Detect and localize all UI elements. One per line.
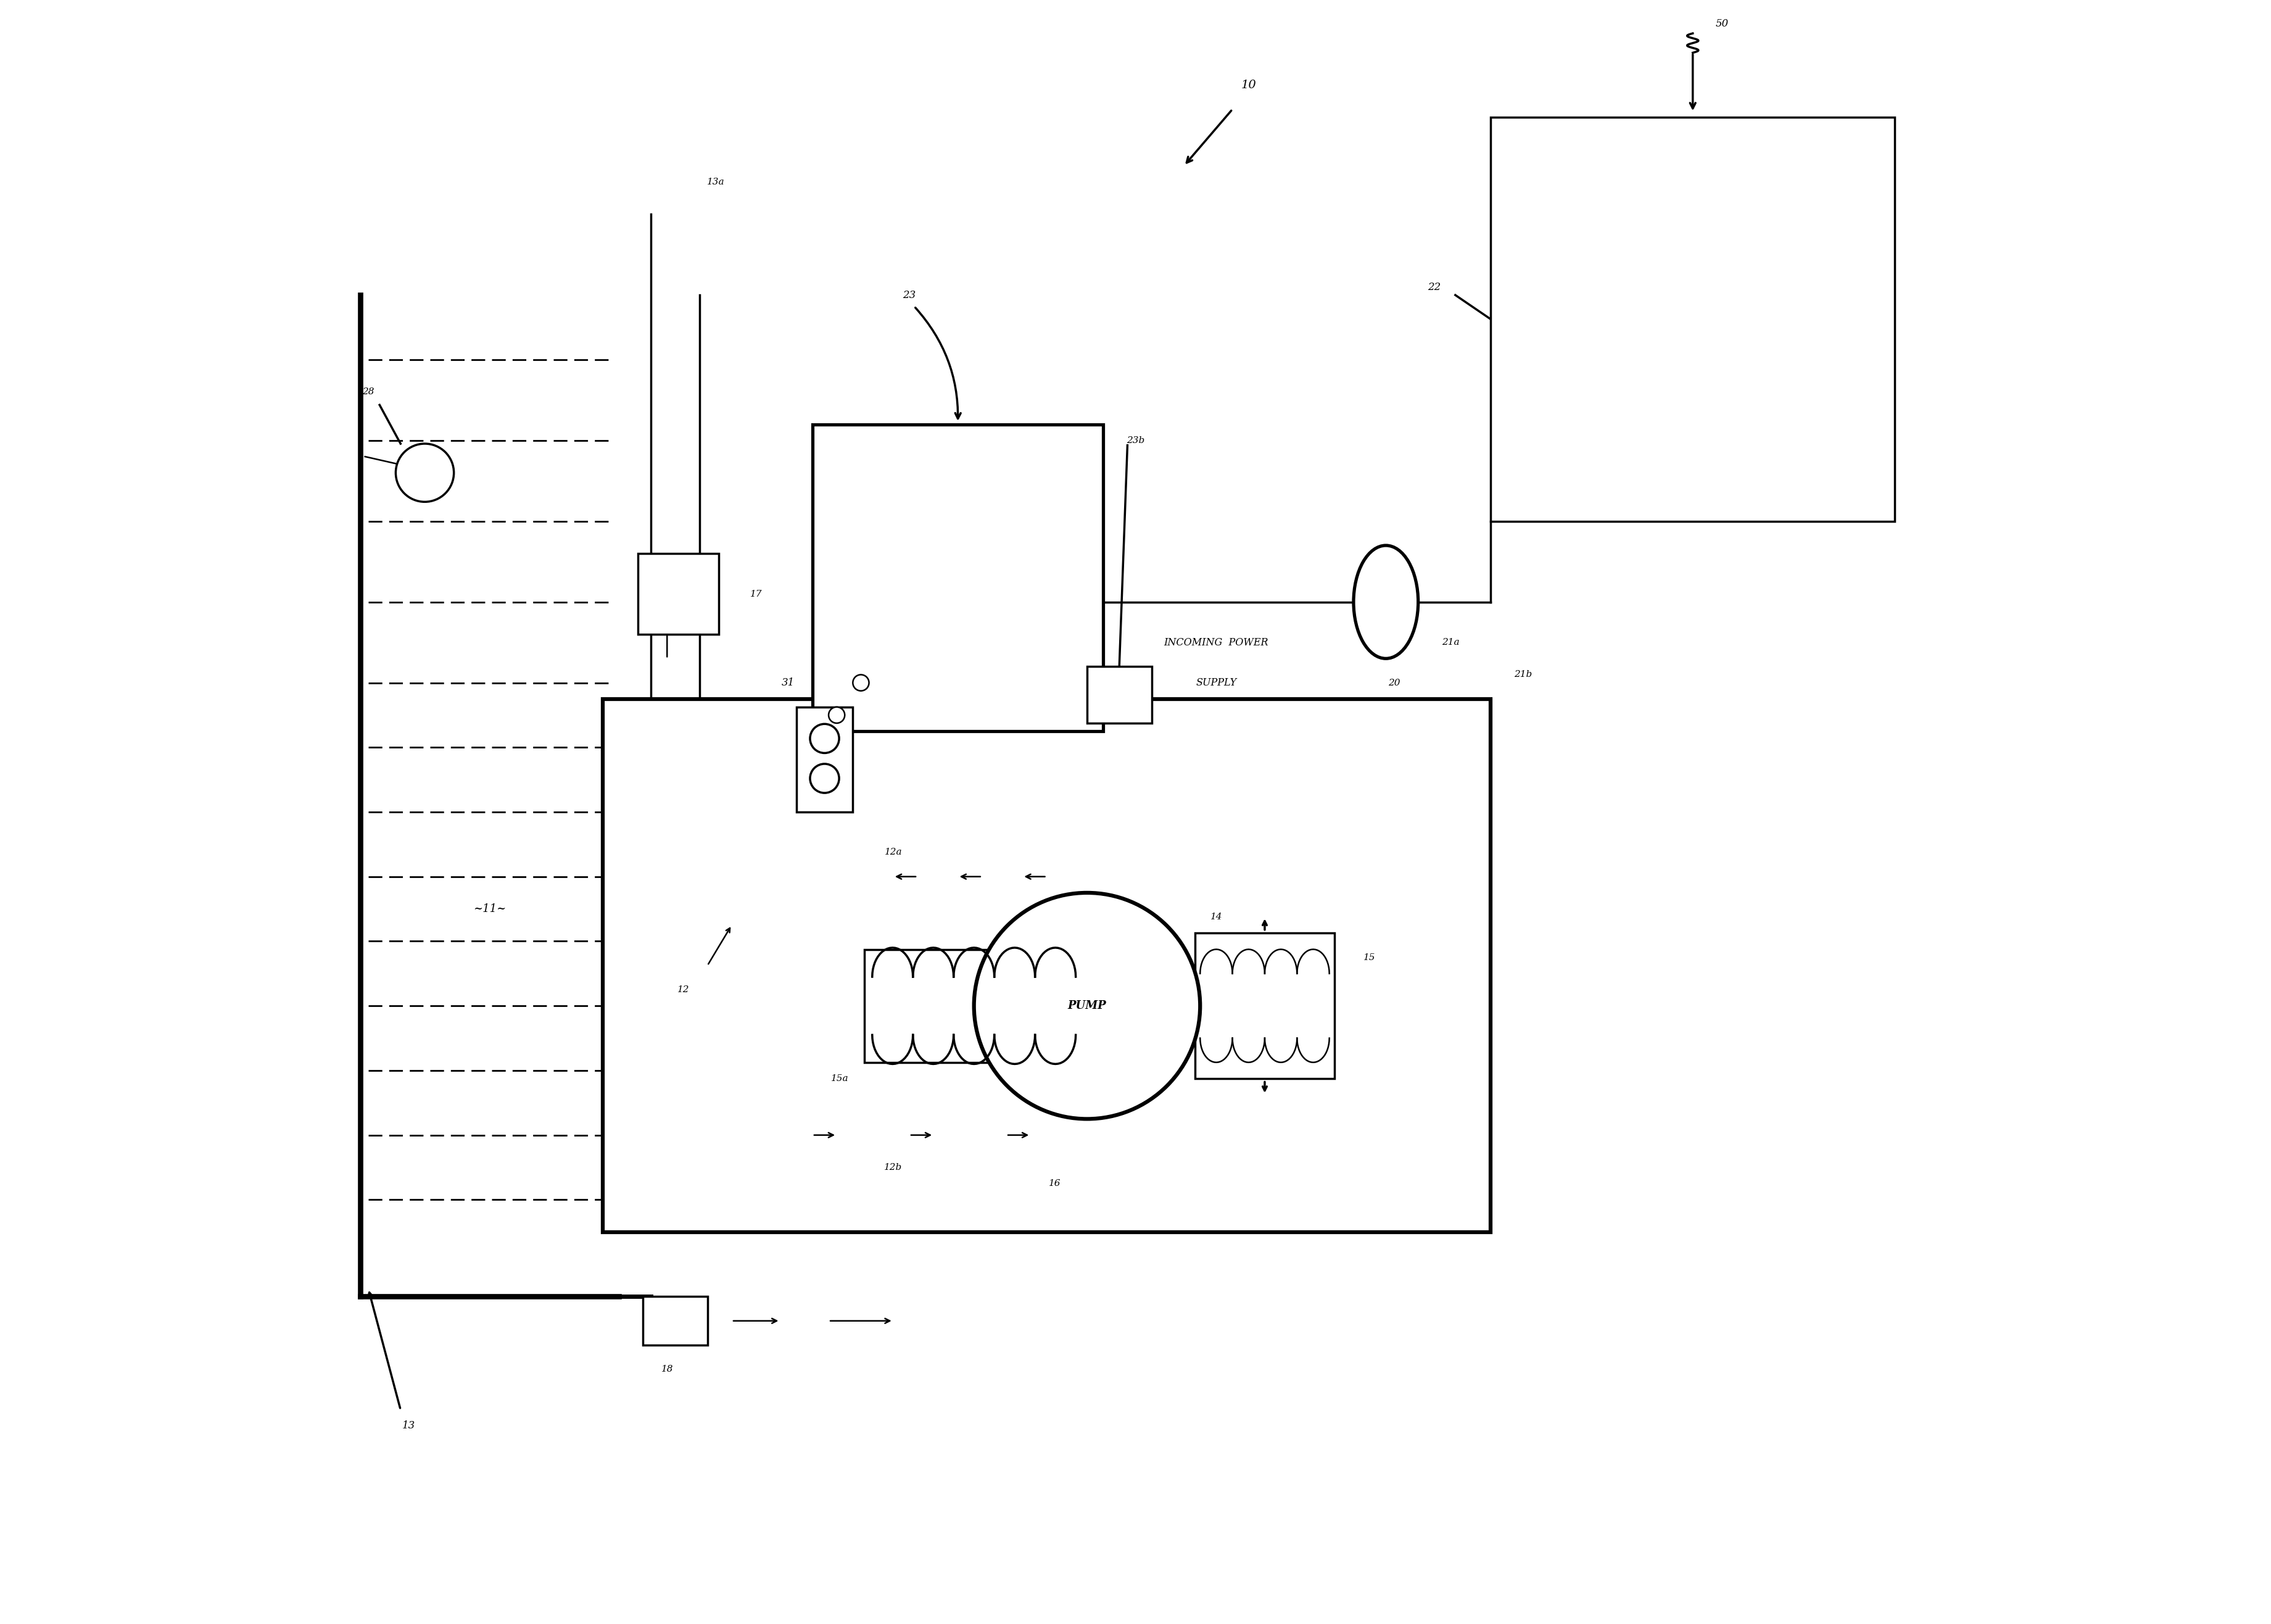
Circle shape (829, 706, 845, 723)
Text: 12: 12 (677, 986, 688, 994)
Text: SUPPLY: SUPPLY (1197, 677, 1238, 689)
Ellipse shape (1354, 546, 1417, 659)
Bar (1195, 934, 1333, 1078)
Text: 17: 17 (749, 590, 763, 598)
Bar (1088, 666, 1151, 723)
Text: 23: 23 (904, 289, 915, 300)
Circle shape (811, 763, 838, 793)
Circle shape (854, 674, 870, 690)
Text: 28: 28 (363, 388, 375, 396)
Text: 15a: 15a (831, 1073, 849, 1083)
Text: BREAKER BOX: BREAKER BOX (1649, 185, 1737, 195)
Text: SYSTEM: SYSTEM (931, 609, 983, 620)
Circle shape (395, 443, 454, 502)
Text: 31: 31 (781, 677, 795, 689)
Text: 16: 16 (1049, 1179, 1061, 1187)
Text: 10: 10 (1240, 80, 1256, 91)
Circle shape (811, 724, 838, 754)
Text: INCOMING  POWER: INCOMING POWER (1165, 637, 1269, 648)
Text: 22: 22 (1428, 281, 1440, 292)
Text: 18: 18 (661, 1366, 672, 1374)
Text: 15: 15 (1363, 953, 1376, 961)
Bar (643, 1296, 709, 1345)
Text: 33: 33 (847, 840, 858, 849)
Text: 13a: 13a (706, 177, 724, 187)
Text: CONTROL: CONTROL (927, 526, 990, 538)
Text: 12b: 12b (883, 1163, 902, 1171)
Text: 12a: 12a (883, 848, 902, 857)
Text: 23a: 23a (747, 724, 765, 732)
Bar (638, 554, 718, 635)
Text: 13: 13 (402, 1421, 416, 1431)
Text: 50: 50 (1715, 18, 1728, 29)
Text: ~11~: ~11~ (472, 903, 506, 914)
Text: OUTLET BOX: OUTLET BOX (1653, 451, 1731, 461)
Text: 21b: 21b (1515, 671, 1533, 679)
Text: 20: 20 (1388, 679, 1399, 687)
Text: 23b: 23b (1126, 437, 1145, 445)
Text: JUNCTION BOX: JUNCTION BOX (1646, 313, 1737, 325)
Text: 14: 14 (1210, 913, 1222, 921)
Bar (1490, 117, 1894, 521)
Text: OR: OR (1685, 250, 1701, 260)
Text: PUMP: PUMP (1067, 1000, 1106, 1012)
Text: 21a: 21a (1442, 638, 1460, 646)
Text: OR: OR (1685, 378, 1701, 390)
Bar (865, 950, 1083, 1062)
Bar (797, 706, 854, 812)
Bar (602, 698, 1490, 1233)
Bar (813, 424, 1104, 731)
Circle shape (974, 893, 1199, 1119)
Text: 24: 24 (888, 703, 899, 711)
